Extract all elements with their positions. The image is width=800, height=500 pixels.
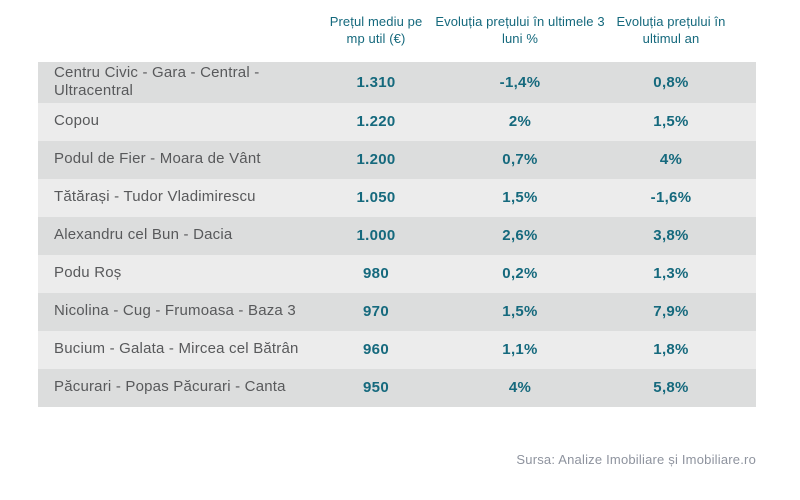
change-3m-value: 0,7% <box>502 151 538 169</box>
change-1y-value: 1,3% <box>653 265 689 283</box>
table-row: Podu Roș 980 0,2% 1,3% <box>38 254 756 293</box>
source-attribution: Sursa: Analize Imobiliare și Imobiliare.… <box>516 452 756 467</box>
change-1y-value: 0,8% <box>653 73 689 91</box>
change-3m-value: 2% <box>508 113 532 131</box>
change-1y-value: 4% <box>659 151 683 169</box>
price-value: 970 <box>363 303 389 321</box>
price-table: Prețul mediu pe mp util (€) Evoluția pre… <box>38 14 756 407</box>
table-body: Centru Civic - Gara - Central - Ultracen… <box>38 62 756 407</box>
neighborhood-name: Centru Civic - Gara - Central - Ultracen… <box>54 64 260 100</box>
change-1y-value: 7,9% <box>653 303 689 321</box>
change-1y-value: 3,8% <box>653 227 689 245</box>
price-value: 1.000 <box>356 227 396 245</box>
neighborhood-name: Bucium - Galata - Mircea cel Bătrân <box>54 340 299 358</box>
change-3m-value: -1,4% <box>499 73 541 91</box>
table-row: Păcurari - Popas Păcurari - Canta 950 4%… <box>38 368 756 407</box>
neighborhood-name: Păcurari - Popas Păcurari - Canta <box>54 378 286 396</box>
price-value: 980 <box>363 265 389 283</box>
change-3m-value: 2,6% <box>502 227 538 245</box>
change-3m-value: 0,2% <box>502 265 538 283</box>
price-value: 1.050 <box>356 189 396 207</box>
neighborhood-name: Podul de Fier - Moara de Vânt <box>54 150 261 168</box>
change-1y-value: -1,6% <box>650 189 692 207</box>
neighborhood-name: Podu Roș <box>54 264 122 282</box>
table-row: Copou 1.220 2% 1,5% <box>38 102 756 141</box>
change-3m-value: 1,1% <box>502 341 538 359</box>
price-value: 960 <box>363 341 389 359</box>
price-value: 1.310 <box>356 73 396 91</box>
price-value: 1.200 <box>356 151 396 169</box>
change-3m-value: 1,5% <box>502 303 538 321</box>
column-header-change-3m: Evoluția prețului în ultimele 3 luni % <box>435 14 605 47</box>
price-value: 950 <box>363 379 389 397</box>
neighborhood-name: Copou <box>54 112 100 130</box>
price-value: 1.220 <box>356 113 396 131</box>
table-row: Bucium - Galata - Mircea cel Bătrân 960 … <box>38 330 756 369</box>
table-header-row: Prețul mediu pe mp util (€) Evoluția pre… <box>38 14 756 48</box>
table-row: Alexandru cel Bun - Dacia 1.000 2,6% 3,8… <box>38 216 756 255</box>
column-header-change-1y: Evoluția prețului în ultimul an <box>616 14 726 47</box>
table-row: Nicolina - Cug - Frumoasa - Baza 3 970 1… <box>38 292 756 331</box>
table-row: Centru Civic - Gara - Central - Ultracen… <box>38 62 756 103</box>
column-header-price: Prețul mediu pe mp util (€) <box>329 14 423 47</box>
change-3m-value: 4% <box>508 379 532 397</box>
change-1y-value: 5,8% <box>653 379 689 397</box>
table-row: Tătărași - Tudor Vladimirescu 1.050 1,5%… <box>38 178 756 217</box>
change-3m-value: 1,5% <box>502 189 538 207</box>
table-row: Podul de Fier - Moara de Vânt 1.200 0,7%… <box>38 140 756 179</box>
neighborhood-name: Nicolina - Cug - Frumoasa - Baza 3 <box>54 302 296 320</box>
neighborhood-name: Alexandru cel Bun - Dacia <box>54 226 233 244</box>
change-1y-value: 1,5% <box>653 113 689 131</box>
neighborhood-name: Tătărași - Tudor Vladimirescu <box>54 188 256 206</box>
change-1y-value: 1,8% <box>653 341 689 359</box>
